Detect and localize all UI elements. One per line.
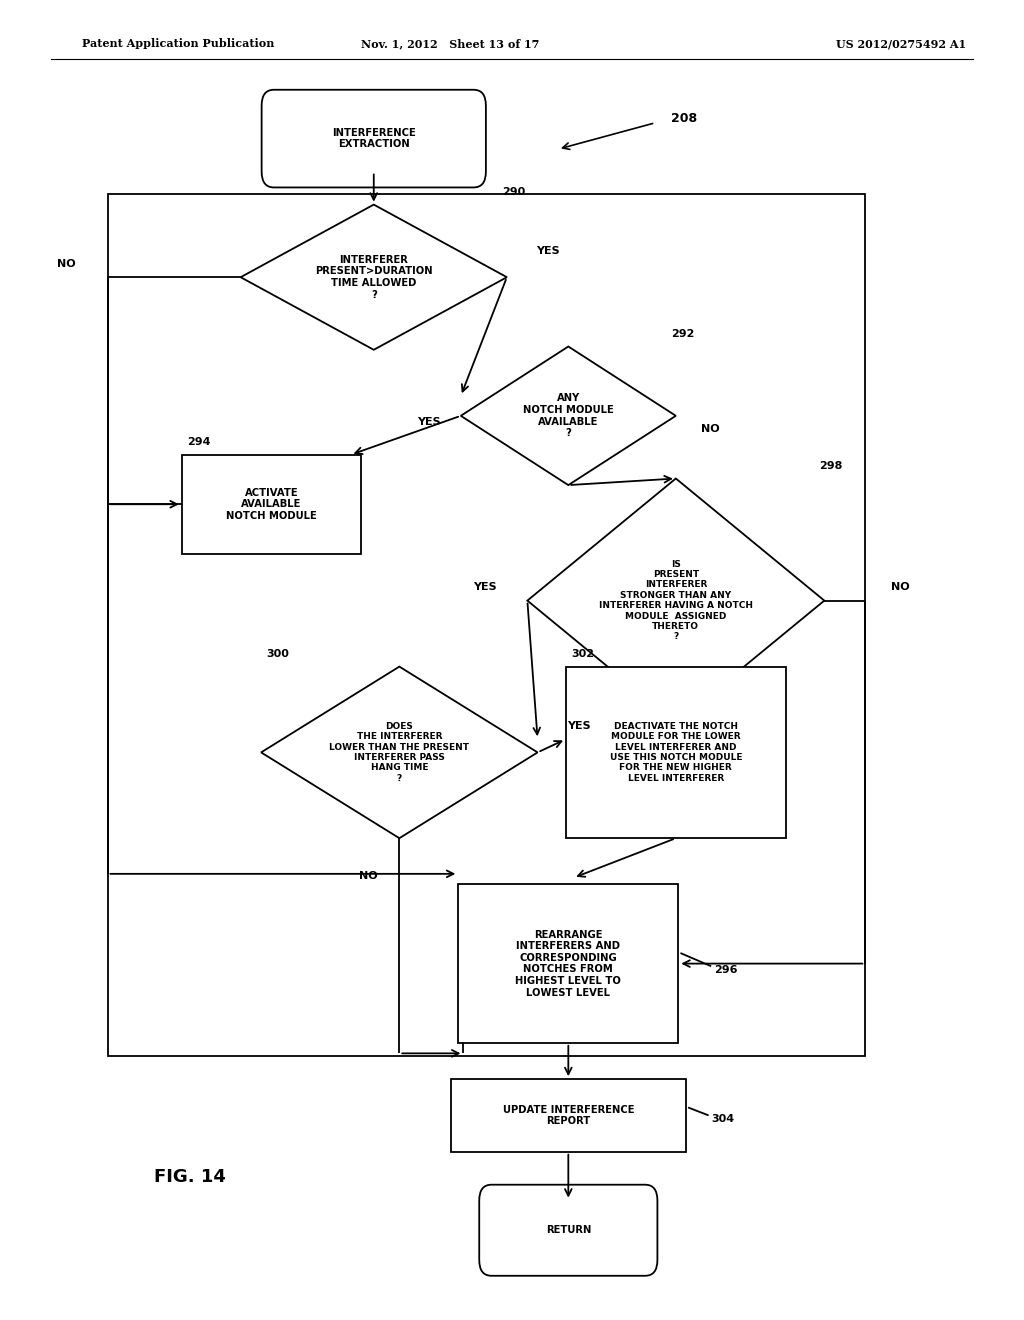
Text: DOES
THE INTERFERER
LOWER THAN THE PRESENT
INTERFERER PASS
HANG TIME
?: DOES THE INTERFERER LOWER THAN THE PRESE… (330, 722, 469, 783)
Text: YES: YES (566, 721, 591, 731)
Text: 300: 300 (266, 648, 289, 659)
Text: ANY
NOTCH MODULE
AVAILABLE
?: ANY NOTCH MODULE AVAILABLE ? (523, 393, 613, 438)
Text: US 2012/0275492 A1: US 2012/0275492 A1 (836, 38, 967, 49)
Text: IS
PRESENT
INTERFERER
STRONGER THAN ANY
INTERFERER HAVING A NOTCH
MODULE  ASSIGN: IS PRESENT INTERFERER STRONGER THAN ANY … (599, 560, 753, 642)
Text: INTERFERENCE
EXTRACTION: INTERFERENCE EXTRACTION (332, 128, 416, 149)
Text: 304: 304 (712, 1114, 735, 1125)
Text: YES: YES (417, 417, 440, 428)
Text: Patent Application Publication: Patent Application Publication (82, 38, 274, 49)
Bar (459, 884, 679, 1043)
Text: 208: 208 (671, 112, 697, 125)
Text: YES: YES (473, 582, 497, 593)
Bar (182, 454, 361, 554)
Text: 292: 292 (671, 329, 694, 338)
Text: UPDATE INTERFERENCE
REPORT: UPDATE INTERFERENCE REPORT (503, 1105, 634, 1126)
Polygon shape (527, 478, 824, 722)
Text: INTERFERER
PRESENT>DURATION
TIME ALLOWED
?: INTERFERER PRESENT>DURATION TIME ALLOWED… (315, 255, 432, 300)
Polygon shape (261, 667, 538, 838)
Polygon shape (461, 346, 676, 484)
Text: REARRANGE
INTERFERERS AND
CORRESPONDING
NOTCHES FROM
HIGHEST LEVEL TO
LOWEST LEV: REARRANGE INTERFERERS AND CORRESPONDING … (515, 929, 622, 998)
FancyBboxPatch shape (261, 90, 485, 187)
Text: NO: NO (359, 871, 378, 882)
Text: NO: NO (701, 424, 720, 434)
Text: YES: YES (536, 246, 560, 256)
Text: 302: 302 (571, 648, 594, 659)
Bar (108, 194, 865, 1056)
Text: ACTIVATE
AVAILABLE
NOTCH MODULE: ACTIVATE AVAILABLE NOTCH MODULE (226, 487, 316, 521)
Text: FIG. 14: FIG. 14 (154, 1168, 225, 1187)
Bar (565, 667, 786, 838)
Text: DEACTIVATE THE NOTCH
MODULE FOR THE LOWER
LEVEL INTERFERER AND
USE THIS NOTCH MO: DEACTIVATE THE NOTCH MODULE FOR THE LOWE… (609, 722, 742, 783)
Polygon shape (241, 205, 507, 350)
Text: RETURN: RETURN (546, 1225, 591, 1236)
Text: 296: 296 (715, 965, 737, 975)
Text: Nov. 1, 2012   Sheet 13 of 17: Nov. 1, 2012 Sheet 13 of 17 (361, 38, 540, 49)
Bar (451, 1080, 686, 1151)
Text: NO: NO (891, 582, 909, 593)
Text: 290: 290 (502, 186, 525, 197)
Text: 298: 298 (819, 461, 843, 470)
FancyBboxPatch shape (479, 1185, 657, 1275)
Text: NO: NO (57, 259, 76, 269)
Text: 294: 294 (187, 437, 210, 446)
